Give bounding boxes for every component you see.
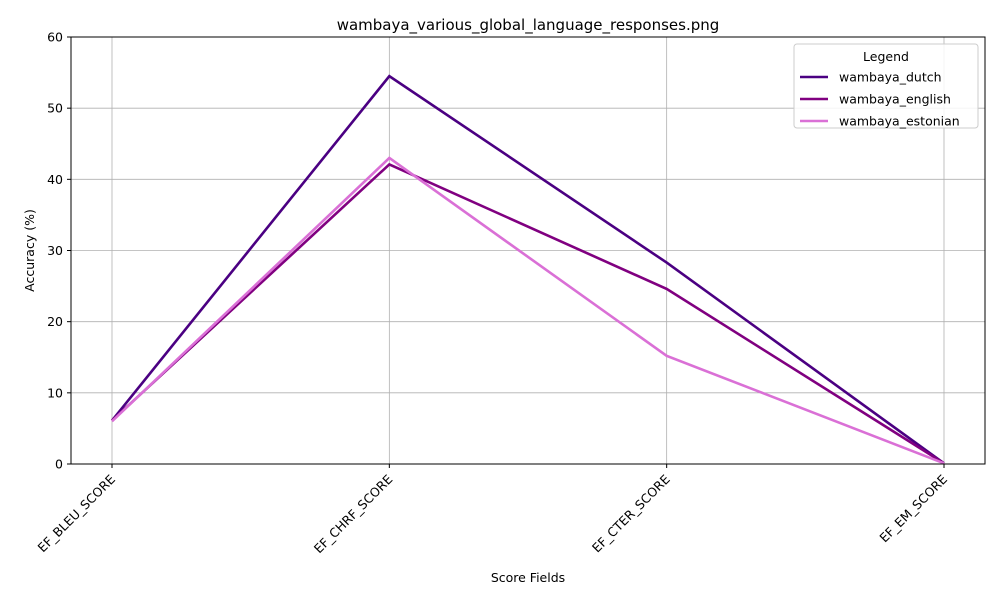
y-axis-ticks: 0 10 20 30 40 50 60 (47, 30, 71, 472)
x-tick-label: EF_EM_SCORE (876, 471, 950, 545)
legend-title: Legend (863, 49, 909, 64)
y-tick-label: 50 (47, 101, 63, 116)
y-tick-label: 10 (47, 385, 63, 400)
series-lines (110, 74, 945, 465)
y-axis-label: Accuracy (%) (22, 209, 37, 292)
series-line-wambaya_english (111, 162, 945, 465)
x-axis-ticks: EF_BLEU_SCORE EF_CHRF_SCORE EF_CTER_SCORE E… (34, 464, 950, 556)
x-tick-label: EF_BLEU_SCORE (34, 471, 118, 555)
legend-label: wambaya_dutch (839, 70, 942, 85)
y-tick-label: 40 (47, 172, 63, 187)
x-tick-label: EF_CTER_SCORE (589, 471, 673, 555)
y-tick-label: 20 (47, 314, 63, 329)
legend: Legend wambaya_dutchwambaya_englishwamba… (793, 43, 979, 129)
x-tick-label: EF_CHRF_SCORE (311, 471, 396, 556)
chart-title: wambaya_various_global_language_response… (337, 16, 720, 35)
legend-label: wambaya_english (839, 92, 951, 107)
legend-label: wambaya_estonian (839, 114, 960, 129)
y-tick-label: 30 (47, 243, 63, 258)
legend-items: wambaya_dutch wambaya_english wambaya_esto… (800, 70, 960, 129)
series-line-wambaya_estonian (111, 156, 945, 465)
y-tick-label: 60 (47, 30, 63, 45)
y-tick-label: 0 (55, 457, 63, 472)
legend-box (793, 43, 979, 129)
series-line-wambaya_dutch (110, 74, 945, 465)
x-axis-label: Score Fields (491, 570, 565, 585)
